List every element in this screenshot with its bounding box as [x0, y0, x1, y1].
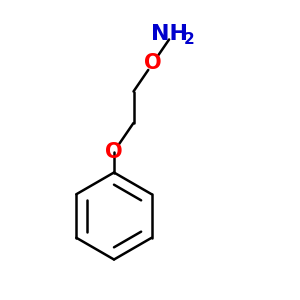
Text: O: O — [105, 142, 123, 161]
Text: O: O — [144, 53, 162, 73]
Text: 2: 2 — [184, 32, 194, 47]
Text: NH: NH — [151, 25, 188, 44]
